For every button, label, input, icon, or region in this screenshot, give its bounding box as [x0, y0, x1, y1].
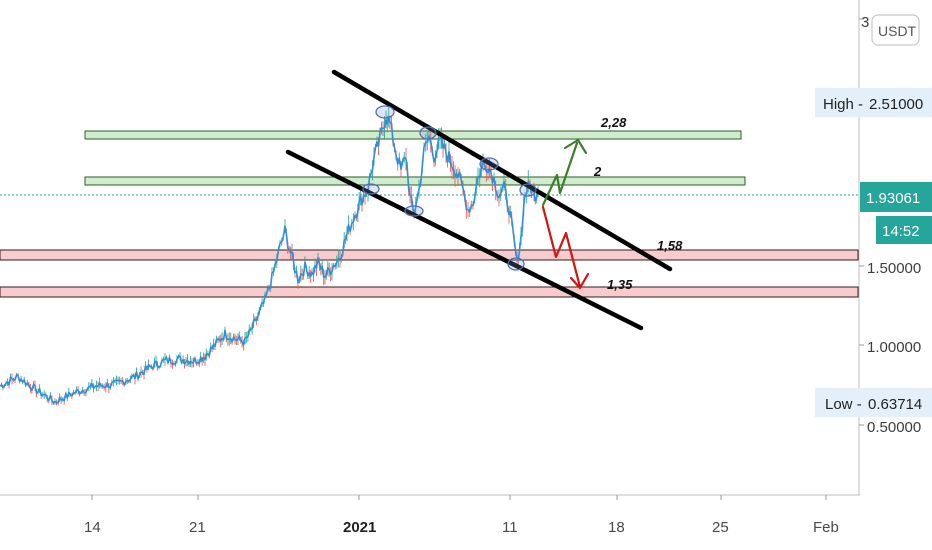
high-price-box: High - 2.51000 — [815, 88, 932, 117]
bearish-arrow-path — [541, 205, 582, 289]
time-tick-18: 18 — [608, 519, 625, 536]
high-price-label: High - — [823, 96, 863, 113]
currency-badge[interactable]: USDT — [871, 14, 920, 46]
countdown-value: 14:52 — [882, 223, 920, 240]
annotation-2-28: 2,28 — [600, 115, 627, 130]
bullish-arrow-path — [541, 141, 579, 207]
last-price-value: 1.93061 — [866, 190, 920, 207]
time-tick-2021: 2021 — [343, 519, 376, 536]
low-price-value: 0.63714 — [868, 396, 922, 413]
currency-badge-box — [871, 14, 920, 46]
bearish-arrow-head — [569, 272, 590, 290]
time-tick-25: 25 — [712, 519, 729, 536]
bullish-arrow-head — [563, 138, 588, 155]
time-tick-feb: Feb — [813, 519, 839, 536]
price-tick-1-5: 1.50000 — [867, 260, 921, 277]
annotation-1-58: 1,58 — [657, 238, 683, 253]
last-price-box-bg — [860, 182, 932, 212]
last-price-box: 1.93061 14:52 — [860, 182, 932, 244]
currency-label: USDT — [878, 23, 917, 39]
annotation-1-35: 1,35 — [607, 277, 633, 292]
price-line — [0, 115, 539, 404]
touch-marker — [479, 157, 499, 171]
channel-lower-line[interactable] — [285, 149, 644, 331]
price-tick-1: 1.00000 — [867, 339, 921, 356]
touch-marker — [507, 257, 525, 271]
touch-marker — [519, 183, 537, 197]
high-price-label-text: High — [823, 96, 854, 113]
touch-marker — [362, 183, 380, 195]
channel-upper-line[interactable] — [331, 69, 673, 272]
time-tick-21: 21 — [189, 519, 206, 536]
horizontal-zones — [0, 130, 859, 298]
time-tick-14: 14 — [84, 519, 101, 536]
touch-marker — [404, 205, 424, 217]
low-price-label: Low - — [825, 396, 862, 413]
zone-1-35[interactable] — [0, 286, 859, 298]
touch-marker — [375, 105, 395, 119]
zone-2-28[interactable] — [84, 130, 742, 140]
price-tick-3: 3 — [861, 14, 869, 31]
touch-markers — [362, 105, 537, 271]
bearish-arrow — [541, 205, 590, 290]
low-price-box: Low - 0.63714 — [815, 388, 932, 417]
low-price-box-bg — [815, 388, 932, 417]
zone-1-58[interactable] — [0, 249, 859, 261]
bullish-arrow — [541, 138, 588, 207]
price-axis[interactable]: 3 1.50000 1.00000 0.50000 — [859, 14, 921, 436]
zone-2[interactable] — [84, 176, 746, 186]
price-tick-0-5: 0.50000 — [867, 419, 921, 436]
annotation-2: 2 — [593, 164, 602, 179]
touch-marker — [419, 126, 437, 140]
low-price-label-text: Low — [825, 396, 853, 413]
time-axis[interactable]: 14 21 2021 11 18 25 Feb — [84, 495, 839, 536]
high-price-box-bg — [815, 88, 932, 117]
high-price-value: 2.51000 — [869, 96, 923, 113]
time-tick-11: 11 — [502, 519, 518, 536]
countdown-box-bg — [876, 216, 932, 244]
